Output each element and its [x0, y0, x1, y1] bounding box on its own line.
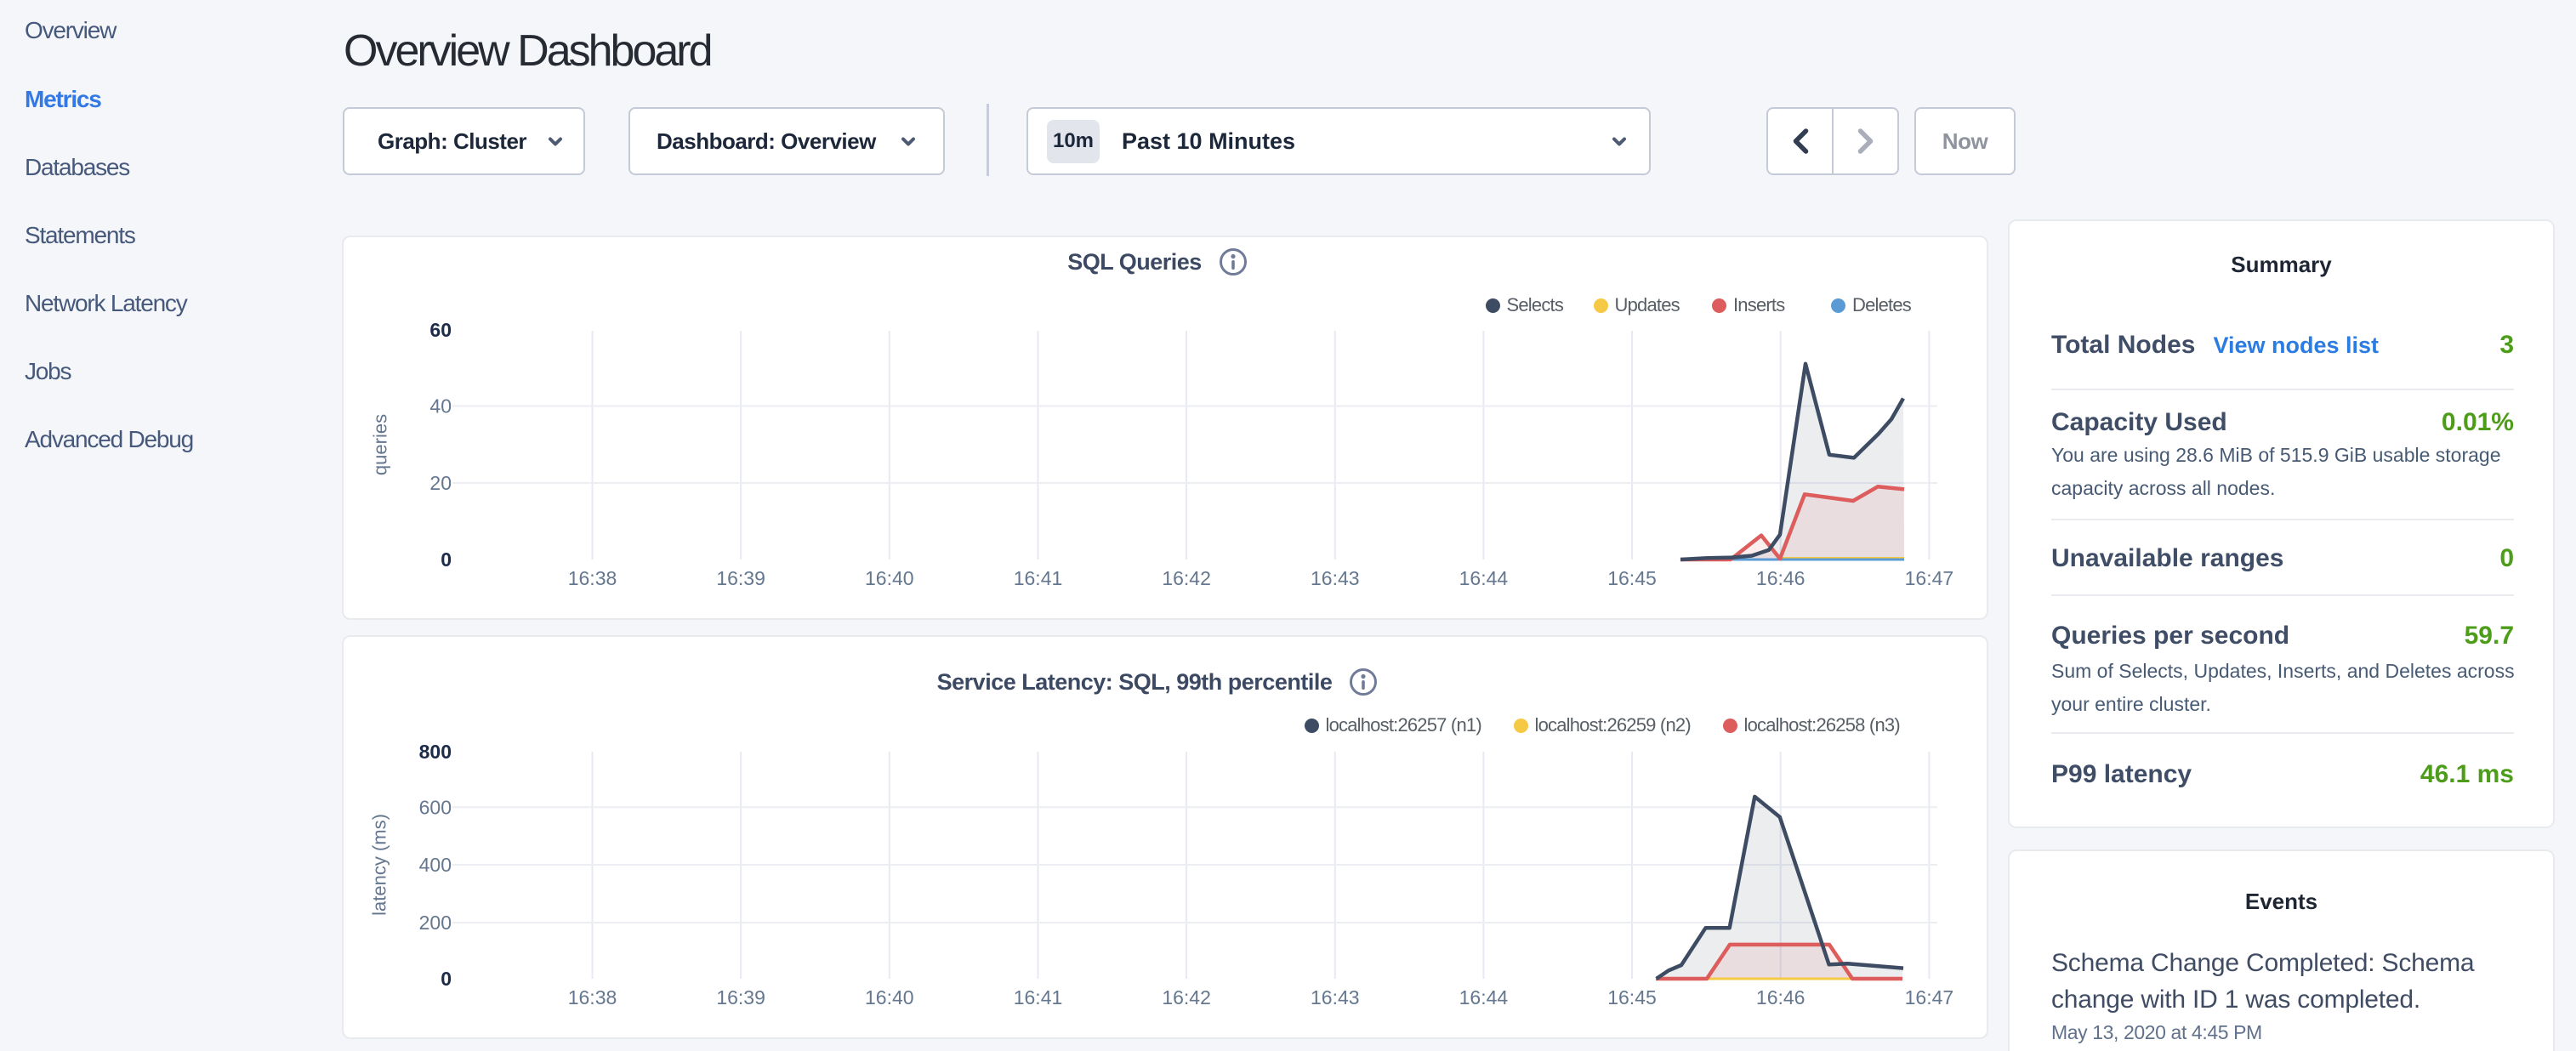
svg-text:0: 0: [441, 968, 452, 990]
svg-text:queries: queries: [370, 414, 391, 475]
svg-text:16:40: 16:40: [865, 567, 914, 589]
svg-text:20: 20: [429, 472, 452, 494]
svg-text:16:45: 16:45: [1607, 986, 1657, 1008]
svg-text:0: 0: [441, 548, 452, 571]
svg-text:800: 800: [419, 741, 452, 763]
svg-text:600: 600: [419, 796, 452, 818]
svg-text:latency (ms): latency (ms): [369, 814, 390, 916]
svg-text:16:46: 16:46: [1756, 567, 1805, 589]
svg-text:16:45: 16:45: [1607, 567, 1657, 589]
svg-text:16:39: 16:39: [716, 986, 765, 1008]
svg-text:16:41: 16:41: [1014, 986, 1063, 1008]
svg-text:16:44: 16:44: [1459, 567, 1509, 589]
svg-text:60: 60: [429, 319, 452, 341]
svg-text:16:40: 16:40: [865, 986, 914, 1008]
svg-text:16:47: 16:47: [1905, 567, 1954, 589]
svg-text:400: 400: [419, 854, 452, 876]
svg-text:16:38: 16:38: [568, 986, 617, 1008]
svg-text:16:43: 16:43: [1311, 567, 1360, 589]
svg-text:16:43: 16:43: [1311, 986, 1360, 1008]
svg-text:16:38: 16:38: [568, 567, 617, 589]
svg-text:16:47: 16:47: [1905, 986, 1954, 1008]
svg-text:200: 200: [419, 912, 452, 934]
svg-text:16:42: 16:42: [1162, 567, 1211, 589]
svg-text:16:46: 16:46: [1756, 986, 1805, 1008]
svg-text:16:39: 16:39: [716, 567, 765, 589]
svg-text:16:41: 16:41: [1014, 567, 1063, 589]
svg-text:40: 40: [429, 395, 452, 418]
svg-text:16:42: 16:42: [1162, 986, 1211, 1008]
svg-text:16:44: 16:44: [1459, 986, 1509, 1008]
